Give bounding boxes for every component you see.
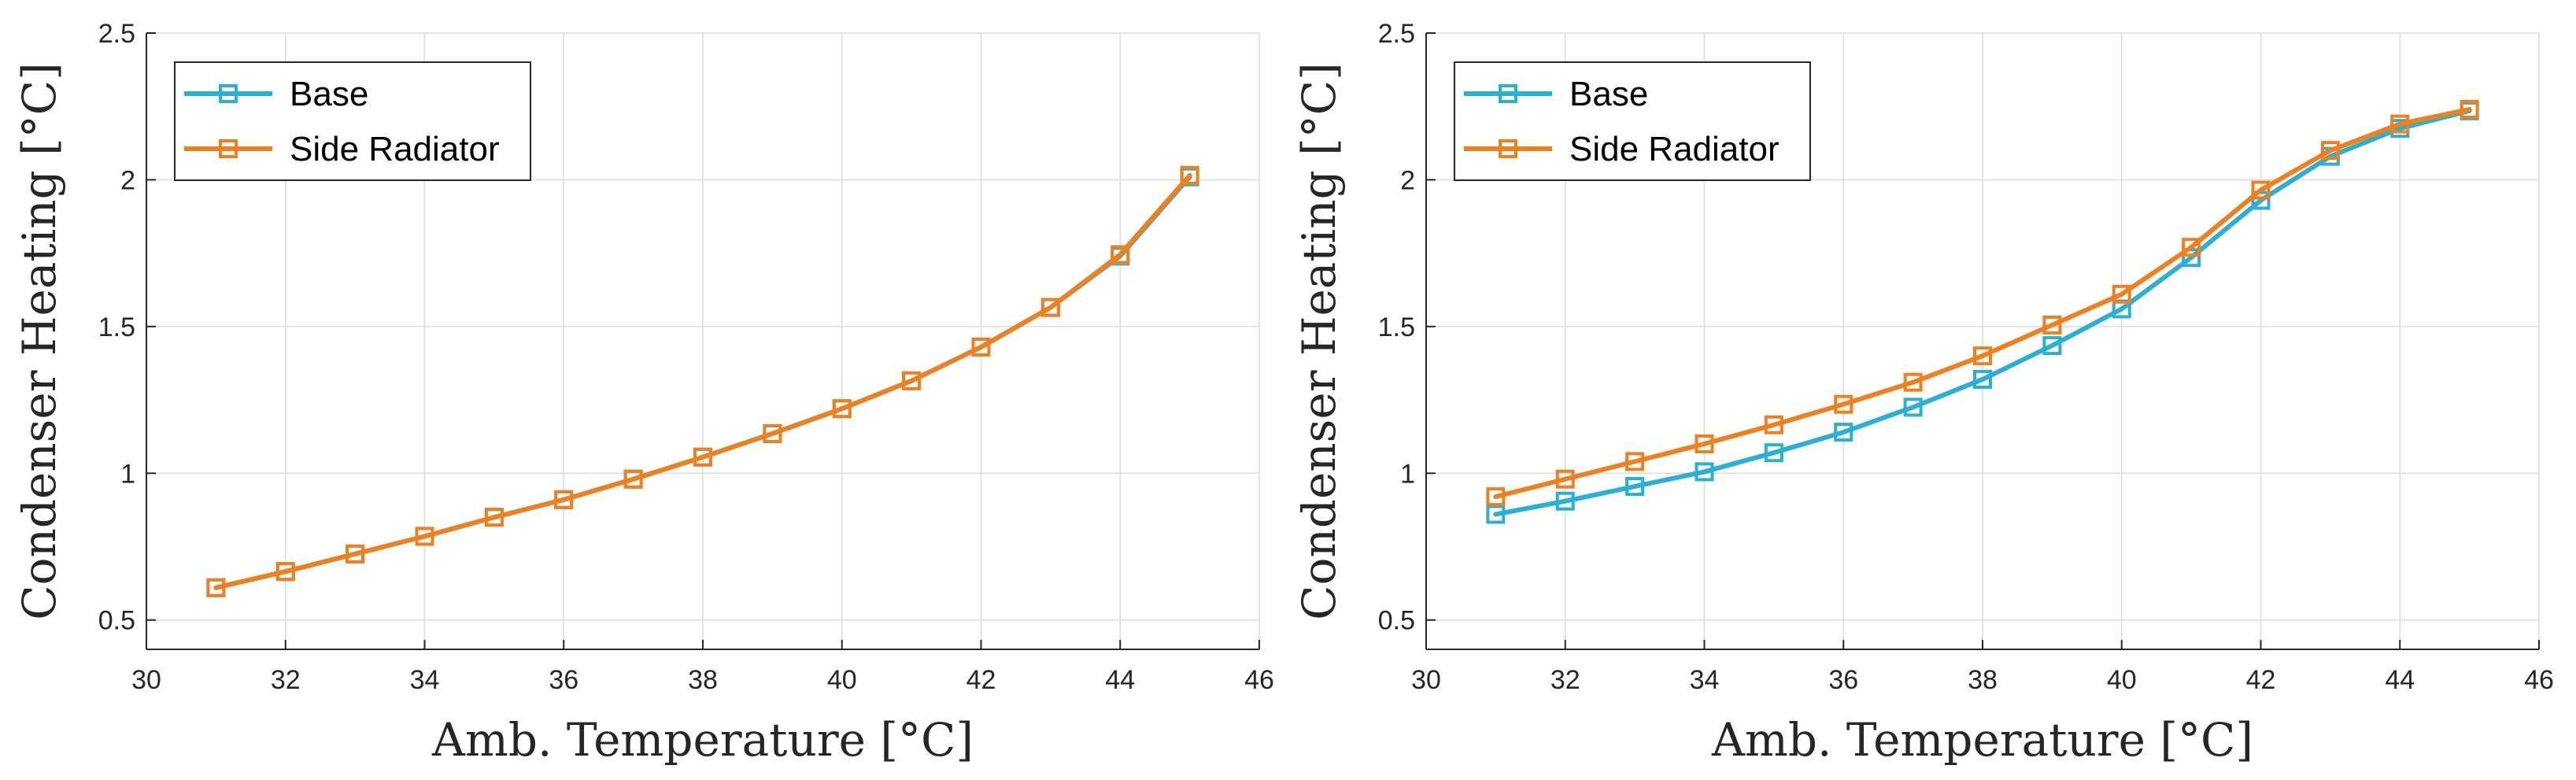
- data-point-side-radiator: [1903, 372, 1923, 392]
- data-point-side-radiator: [2112, 284, 2131, 304]
- y-tick-label: 1: [1400, 459, 1415, 489]
- x-axis-title: Amb. Temperature [°C]: [1711, 713, 2253, 767]
- data-point-side-radiator: [275, 562, 295, 582]
- data-point-side-radiator: [693, 447, 712, 467]
- data-point-side-radiator: [2390, 114, 2410, 134]
- x-tick-label: 44: [2385, 665, 2415, 695]
- y-tick-label: 2.5: [98, 19, 135, 49]
- legend-label: Base: [1569, 75, 1648, 113]
- data-point-side-radiator: [2320, 141, 2340, 161]
- data-point-base: [1834, 423, 1853, 442]
- data-point-side-radiator: [554, 490, 574, 509]
- x-tick-label: 40: [827, 665, 857, 695]
- legend-box: [1454, 61, 1811, 181]
- legend-marker: [219, 84, 238, 103]
- legend-label: Base: [290, 75, 368, 113]
- data-point-side-radiator: [1695, 434, 1714, 453]
- data-point-side-radiator: [1486, 487, 1506, 507]
- data-point-base: [1555, 491, 1575, 511]
- y-tick-label: 1: [120, 459, 135, 489]
- x-tick-label: 36: [1828, 665, 1858, 695]
- data-point-side-radiator: [2042, 315, 2062, 335]
- y-tick-label: 2: [120, 165, 135, 195]
- y-axis-title: Condenser Heating [°C]: [13, 62, 66, 620]
- x-tick-label: 30: [1411, 665, 1441, 695]
- legend-marker: [1499, 84, 1517, 103]
- data-point-side-radiator: [1180, 165, 1199, 185]
- legend-label: Side Radiator: [1569, 130, 1780, 168]
- data-point-side-radiator: [1973, 346, 1992, 366]
- legend-box: [174, 61, 531, 181]
- data-point-base: [1764, 443, 1783, 463]
- data-point-side-radiator: [2182, 238, 2201, 257]
- data-point-side-radiator: [1555, 469, 1575, 489]
- y-axis-title: Condenser Heating [°C]: [1292, 62, 1346, 620]
- x-tick-label: 36: [549, 665, 578, 695]
- x-tick-label: 34: [410, 665, 440, 695]
- data-point-side-radiator: [346, 544, 365, 564]
- x-tick-label: 44: [1105, 665, 1135, 695]
- data-point-side-radiator: [484, 508, 504, 527]
- data-point-side-radiator: [2460, 99, 2479, 119]
- data-point-base: [1695, 462, 1714, 482]
- chart-panel-1: 30 32 34 36 38 40 42 44 46 0.5 1 1.5 2 2.5 Amb. Temper…: [13, 19, 1274, 767]
- legend-label: Side Radiator: [290, 130, 500, 168]
- x-tick-label: 46: [1244, 665, 1274, 695]
- legend-marker: [1499, 139, 1517, 158]
- x-tick-label: 42: [2246, 665, 2276, 695]
- x-tick-label: 30: [131, 665, 161, 695]
- x-axis-title: Amb. Temperature [°C]: [431, 713, 974, 767]
- data-point-side-radiator: [763, 423, 782, 443]
- legend-marker: [219, 139, 238, 158]
- series-line-side-radiator: [1493, 106, 2472, 500]
- chart-panel-2: 30 32 34 36 38 40 42 44 46 0.5 1 1.5 2 2.5 Amb. Temper…: [1292, 19, 2554, 767]
- y-tick-label: 0.5: [98, 606, 135, 636]
- data-point-base: [1625, 477, 1645, 497]
- data-point-side-radiator: [1040, 298, 1060, 317]
- y-tick-label: 1.5: [1378, 312, 1415, 342]
- y-tick-label: 1.5: [98, 312, 135, 342]
- data-point-side-radiator: [971, 337, 991, 357]
- y-tick-label: 2.5: [1378, 19, 1415, 49]
- data-point-base: [1486, 505, 1506, 524]
- data-point-base: [2042, 336, 2062, 356]
- data-point-side-radiator: [623, 469, 643, 489]
- legend: Base Side Radiator: [174, 61, 531, 181]
- x-tick-label: 40: [2107, 665, 2137, 695]
- data-point-side-radiator: [1111, 245, 1130, 264]
- data-point-side-radiator: [206, 578, 226, 597]
- x-tick-label: 38: [1968, 665, 1998, 695]
- series-line-side-radiator: [213, 172, 1192, 590]
- x-tick-label: 32: [271, 665, 301, 695]
- y-tick-label: 2: [1400, 165, 1415, 195]
- data-point-side-radiator: [2251, 180, 2271, 200]
- data-point-base: [1903, 397, 1923, 417]
- x-tick-label: 46: [2524, 665, 2554, 695]
- series-line-base: [1493, 108, 2472, 517]
- data-point-side-radiator: [1625, 452, 1645, 471]
- data-point-side-radiator: [415, 527, 434, 546]
- x-tick-label: 32: [1550, 665, 1580, 695]
- legend: Base Side Radiator: [1454, 61, 1811, 181]
- x-tick-label: 42: [966, 665, 996, 695]
- data-point-side-radiator: [1834, 394, 1853, 414]
- data-point-side-radiator: [902, 371, 922, 390]
- x-tick-label: 34: [1690, 665, 1720, 695]
- x-tick-label: 38: [688, 665, 718, 695]
- y-tick-label: 0.5: [1378, 606, 1415, 636]
- data-point-base: [1973, 369, 1992, 389]
- data-point-side-radiator: [832, 399, 852, 419]
- data-point-side-radiator: [1764, 415, 1783, 434]
